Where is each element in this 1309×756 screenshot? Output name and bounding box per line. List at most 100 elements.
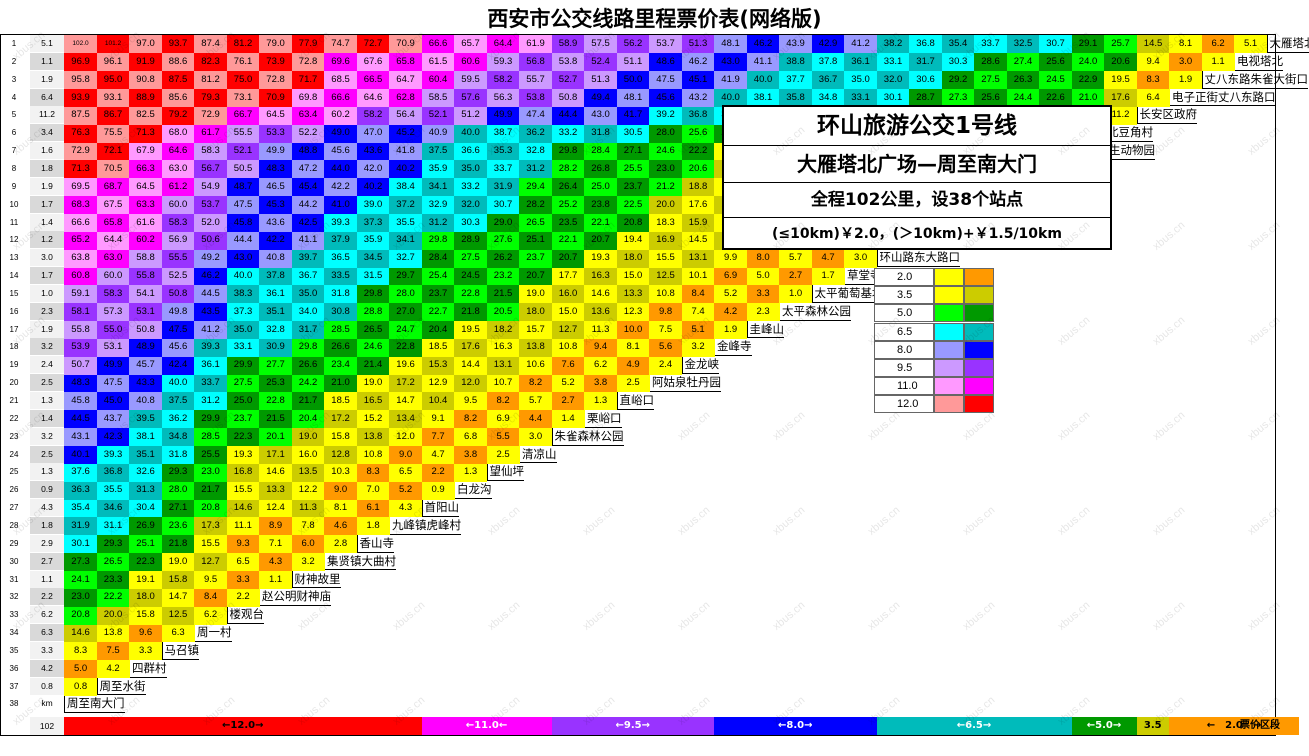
fare-cell: 22.7 [421,302,455,322]
fare-cell: 95.8 [64,70,98,90]
fare-cell: 13.4 [389,409,423,429]
fare-cell: 2.8 [324,534,358,554]
fare-cell: 33.2 [454,177,488,197]
fare-cell: 40.0 [454,124,488,143]
fare-cell: 50.8 [129,320,163,339]
fare-cell: 25.0 [226,392,260,411]
fare-cell: 13.3 [259,481,293,500]
fare-cell: 23.7 [421,284,455,304]
fare-cell: 45.8 [64,392,98,411]
fare-cell: 48.1 [616,88,650,107]
fare-cell: 5.2 [551,374,585,393]
fare-cell: 35.1 [259,302,293,322]
fare-cell: 40.0 [714,88,748,107]
fare-cell: 15.7 [519,320,553,339]
fare-cell: 61.7 [194,124,228,143]
fare-cell: 24.5 [1039,70,1073,90]
fare-cell: 46.2 [681,52,715,72]
fare-cell: 66.6 [64,213,98,232]
station-index: 9 [11,181,17,191]
fare-cell: 50.8 [551,88,585,107]
fare-cell: 31.8 [584,124,618,143]
fare-cell: 72.9 [194,106,228,125]
fare-cell: 14.6 [64,624,98,643]
fare-cell: 13.3 [616,284,650,304]
fare-cell: 38.2 [876,35,910,54]
fare-cell: 35.4 [941,35,975,54]
fare-cell: 29.8 [356,284,390,304]
station-index: 4 [11,92,17,102]
fare-cell: 36.5 [324,249,358,268]
fare-cell: 13.1 [486,356,520,375]
segment-km: 6.2 [30,606,64,624]
fare-cell: 7.8 [291,516,325,536]
segment-km: 1.1 [30,570,64,588]
fare-cell: 22.8 [389,338,423,357]
fare-cell: 37.2 [389,195,423,214]
fare-cell: 3.0 [1169,52,1203,72]
fare-cell: 20.5 [486,302,520,322]
fare-cell: 51.1 [616,52,650,72]
fare-cell: 33.7 [194,374,228,393]
fare-cell: 16.8 [226,463,260,482]
fare-cell: 96.1 [96,52,130,72]
fare-cell: 15.8 [161,570,195,589]
fare-cell: 22.2 [681,142,715,161]
fare-cell: 25.1 [129,534,163,554]
fare-cell: 47.4 [519,106,553,125]
station-index: 18 [9,342,19,352]
fare-cell: 5.2 [389,481,423,500]
fare-cell: 17.2 [324,409,358,429]
station-name: 丈八东路朱雀大街口 [1201,70,1308,89]
fare-cell: 67.5 [96,195,130,214]
fare-cell: 39.7 [291,249,325,268]
fare-cell: 47.2 [291,159,325,179]
fare-cell: 25.7 [1104,35,1138,54]
fare-cell: 40.0 [226,267,260,286]
fare-band: ←8.0→ [714,717,877,735]
legend-swatch-light [934,286,964,305]
station-index: 29 [9,538,19,548]
fare-cell: 36.8 [909,35,943,54]
fare-cell: 35.0 [844,70,878,90]
fare-cell: 30.1 [64,534,98,554]
segment-km: 4.3 [30,499,64,517]
fare-cell: 43.0 [584,106,618,125]
fare-cell: 44.5 [64,409,98,429]
fare-cell: 6.9 [714,267,748,286]
fare-cell: 24.0 [1071,52,1105,72]
fare-cell: 20.7 [551,249,585,268]
fare-cell: 44.5 [194,284,228,304]
fare-cell: 47.5 [649,70,683,90]
fare-cell: 87.5 [64,106,98,125]
fare-cell: 42.4 [161,356,195,375]
station-index: 32 [9,592,19,602]
fare-cell: 13.8 [356,427,390,447]
fare-cell: 40.9 [421,124,455,143]
fare-cell: 48.8 [291,142,325,161]
fare-cell: 12.0 [389,427,423,447]
fare-cell: 66.6 [324,88,358,107]
fare-cell: 43.0 [226,249,260,268]
route-info-box: 环山旅游公交1号线 大雁塔北广场—周至南大门 全程102公里，设38个站点 (≤… [722,105,1112,250]
station-index: 38 [9,699,19,709]
fare-cell: 33.1 [226,338,260,357]
fare-cell: 10.8 [551,338,585,357]
fare-cell: 5.5 [486,427,520,447]
fare-cell: 2.7 [551,392,585,411]
fare-band: ←9.5→ [551,717,714,735]
fare-cell: 9.3 [226,534,260,554]
fare-cell: 12.7 [194,552,228,571]
fare-cell: 60.2 [324,106,358,125]
segment-km: 1.3 [30,463,64,481]
fare-cell: 15.5 [226,481,260,500]
fare-cell: 87.4 [194,35,228,54]
legend-fare: 5.0 [874,304,934,323]
fare-cell: 64.6 [356,88,390,107]
fare-cell: 31.2 [421,213,455,232]
fare-cell: 3.2 [291,552,325,571]
fare-cell: 11.2 [1104,106,1138,125]
fare-cell: 28.0 [649,124,683,143]
fare-cell: 50.6 [194,231,228,250]
segment-km: 3.0 [30,249,64,267]
